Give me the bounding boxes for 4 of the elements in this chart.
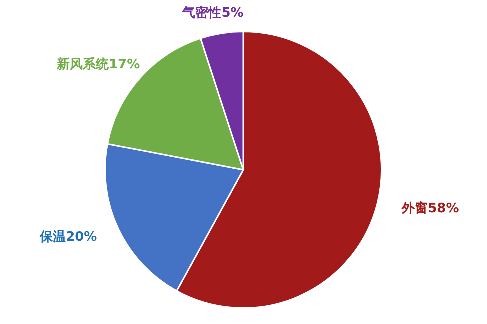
slice-label: 外窗58% <box>401 200 460 217</box>
slice-label: 新风系统17% <box>56 56 140 73</box>
slice-label: 保温20% <box>39 230 98 245</box>
slice-label: 气密性5% <box>182 5 244 22</box>
